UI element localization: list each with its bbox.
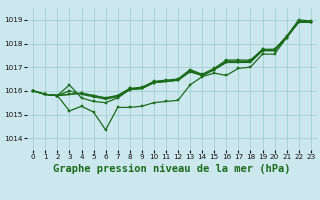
X-axis label: Graphe pression niveau de la mer (hPa): Graphe pression niveau de la mer (hPa) (53, 164, 291, 174)
